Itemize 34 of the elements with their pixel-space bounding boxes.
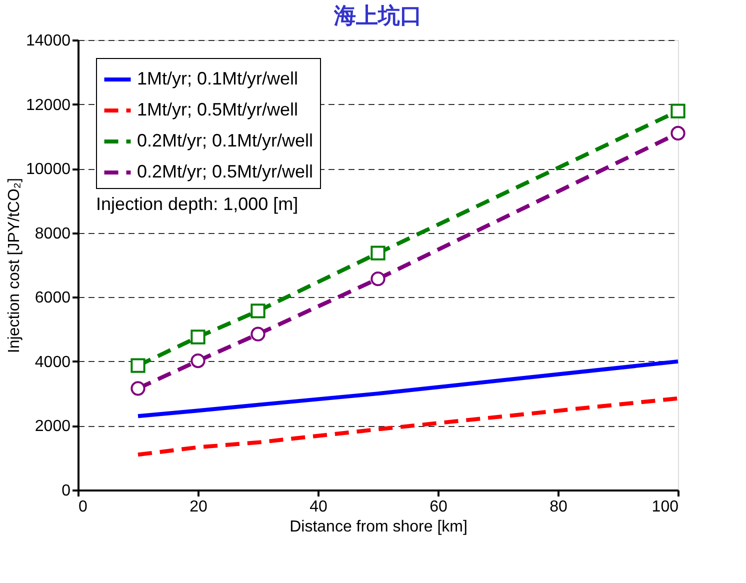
y-tick-label: 10000 [26,161,71,178]
y-tick-label: 14000 [26,32,71,50]
x-tick-label: 0 [78,498,88,516]
x-tick-label: 100 [652,498,679,516]
x-tick-label: 80 [550,498,568,516]
x-tick-label: 60 [430,498,448,516]
y-tick-label: 0 [62,482,71,500]
x-tick-label: 20 [190,498,208,516]
point [190,353,206,368]
x-tick-label: 40 [310,498,328,516]
y-tick-label: 8000 [34,225,71,242]
legend-label: 1Mt/yr; 0.1Mt/yr/well [137,68,298,88]
line-series [136,396,680,457]
y-tick-label: 2000 [34,418,71,436]
y-tick-label: 4000 [34,354,71,371]
legend-label: 0.2Mt/yr; 0.5Mt/yr/well [137,162,314,182]
y-tick-label: 12000 [26,96,71,114]
point [250,304,266,318]
y-tick-label: 6000 [34,290,71,307]
chart-title: 海上坑口 [333,3,422,28]
point [130,358,146,373]
point [190,330,206,344]
point [370,246,386,260]
point [130,381,146,396]
line-series [136,359,680,418]
point [670,104,686,118]
x-axis-title: Distance from shore [km] [290,518,468,536]
point [670,126,686,141]
legend-label: 0.2Mt/yr; 0.1Mt/yr/well [137,130,314,150]
y-axis-title: Injection cost [JPY/tCO₂] [6,178,24,354]
point [370,272,386,286]
annotation: Injection depth: 1,000 [m] [96,194,298,214]
point [250,326,266,342]
legend-label: 1Mt/yr; 0.5Mt/yr/well [137,100,298,120]
